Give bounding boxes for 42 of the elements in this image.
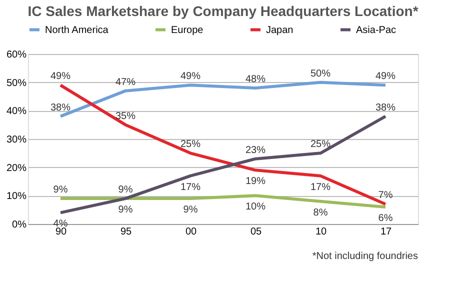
x-tick-label: 10 [315, 226, 327, 238]
data-label: 25% [180, 139, 201, 150]
x-tick-label: 17 [380, 226, 392, 238]
x-tick-label: 90 [55, 226, 67, 238]
text: *Not including foundries [312, 251, 418, 262]
y-tick-label: 0% [12, 220, 27, 230]
data-label: 50% [310, 68, 331, 80]
data-label: 38% [50, 102, 71, 114]
data-label: 48% [245, 74, 266, 85]
data-label: 17% [310, 182, 331, 193]
legend-label: North America [45, 24, 109, 36]
legend-label: Japan [266, 24, 294, 36]
y-tick-label: 40% [6, 106, 27, 118]
data-label: 9% [183, 204, 198, 216]
data-label: 9% [53, 184, 68, 196]
data-label: 9% [118, 184, 133, 196]
data-label: 17% [180, 182, 201, 193]
data-label: 47% [115, 76, 136, 88]
legend-label: Europe [171, 24, 204, 36]
x-tick-label: 95 [120, 226, 132, 238]
data-label: 6% [378, 213, 393, 224]
data-label: 19% [245, 176, 266, 188]
data-label: 23% [245, 144, 266, 156]
y-tick-label: 60% [6, 50, 27, 60]
data-label: 49% [180, 71, 201, 82]
data-label: 49% [50, 71, 71, 82]
data-label: 10% [245, 202, 266, 213]
x-tick-label: 05 [250, 226, 262, 238]
data-label: 25% [310, 139, 331, 150]
legend-label: Asia-Pac [356, 24, 396, 36]
data-label: 9% [118, 204, 133, 216]
data-label: 38% [375, 102, 396, 114]
y-tick-label: 10% [6, 191, 27, 202]
data-label: 7% [378, 190, 393, 202]
data-label: 35% [115, 110, 136, 122]
y-tick-label: 20% [6, 162, 27, 174]
y-tick-label: 50% [6, 78, 27, 89]
y-tick-label: 30% [6, 134, 27, 146]
data-label: 8% [313, 207, 328, 218]
x-tick-label: 00 [185, 226, 197, 238]
chart-title: IC Sales Marketshare by Company Headquarters Location* [28, 3, 419, 19]
data-label: 49% [375, 71, 396, 82]
